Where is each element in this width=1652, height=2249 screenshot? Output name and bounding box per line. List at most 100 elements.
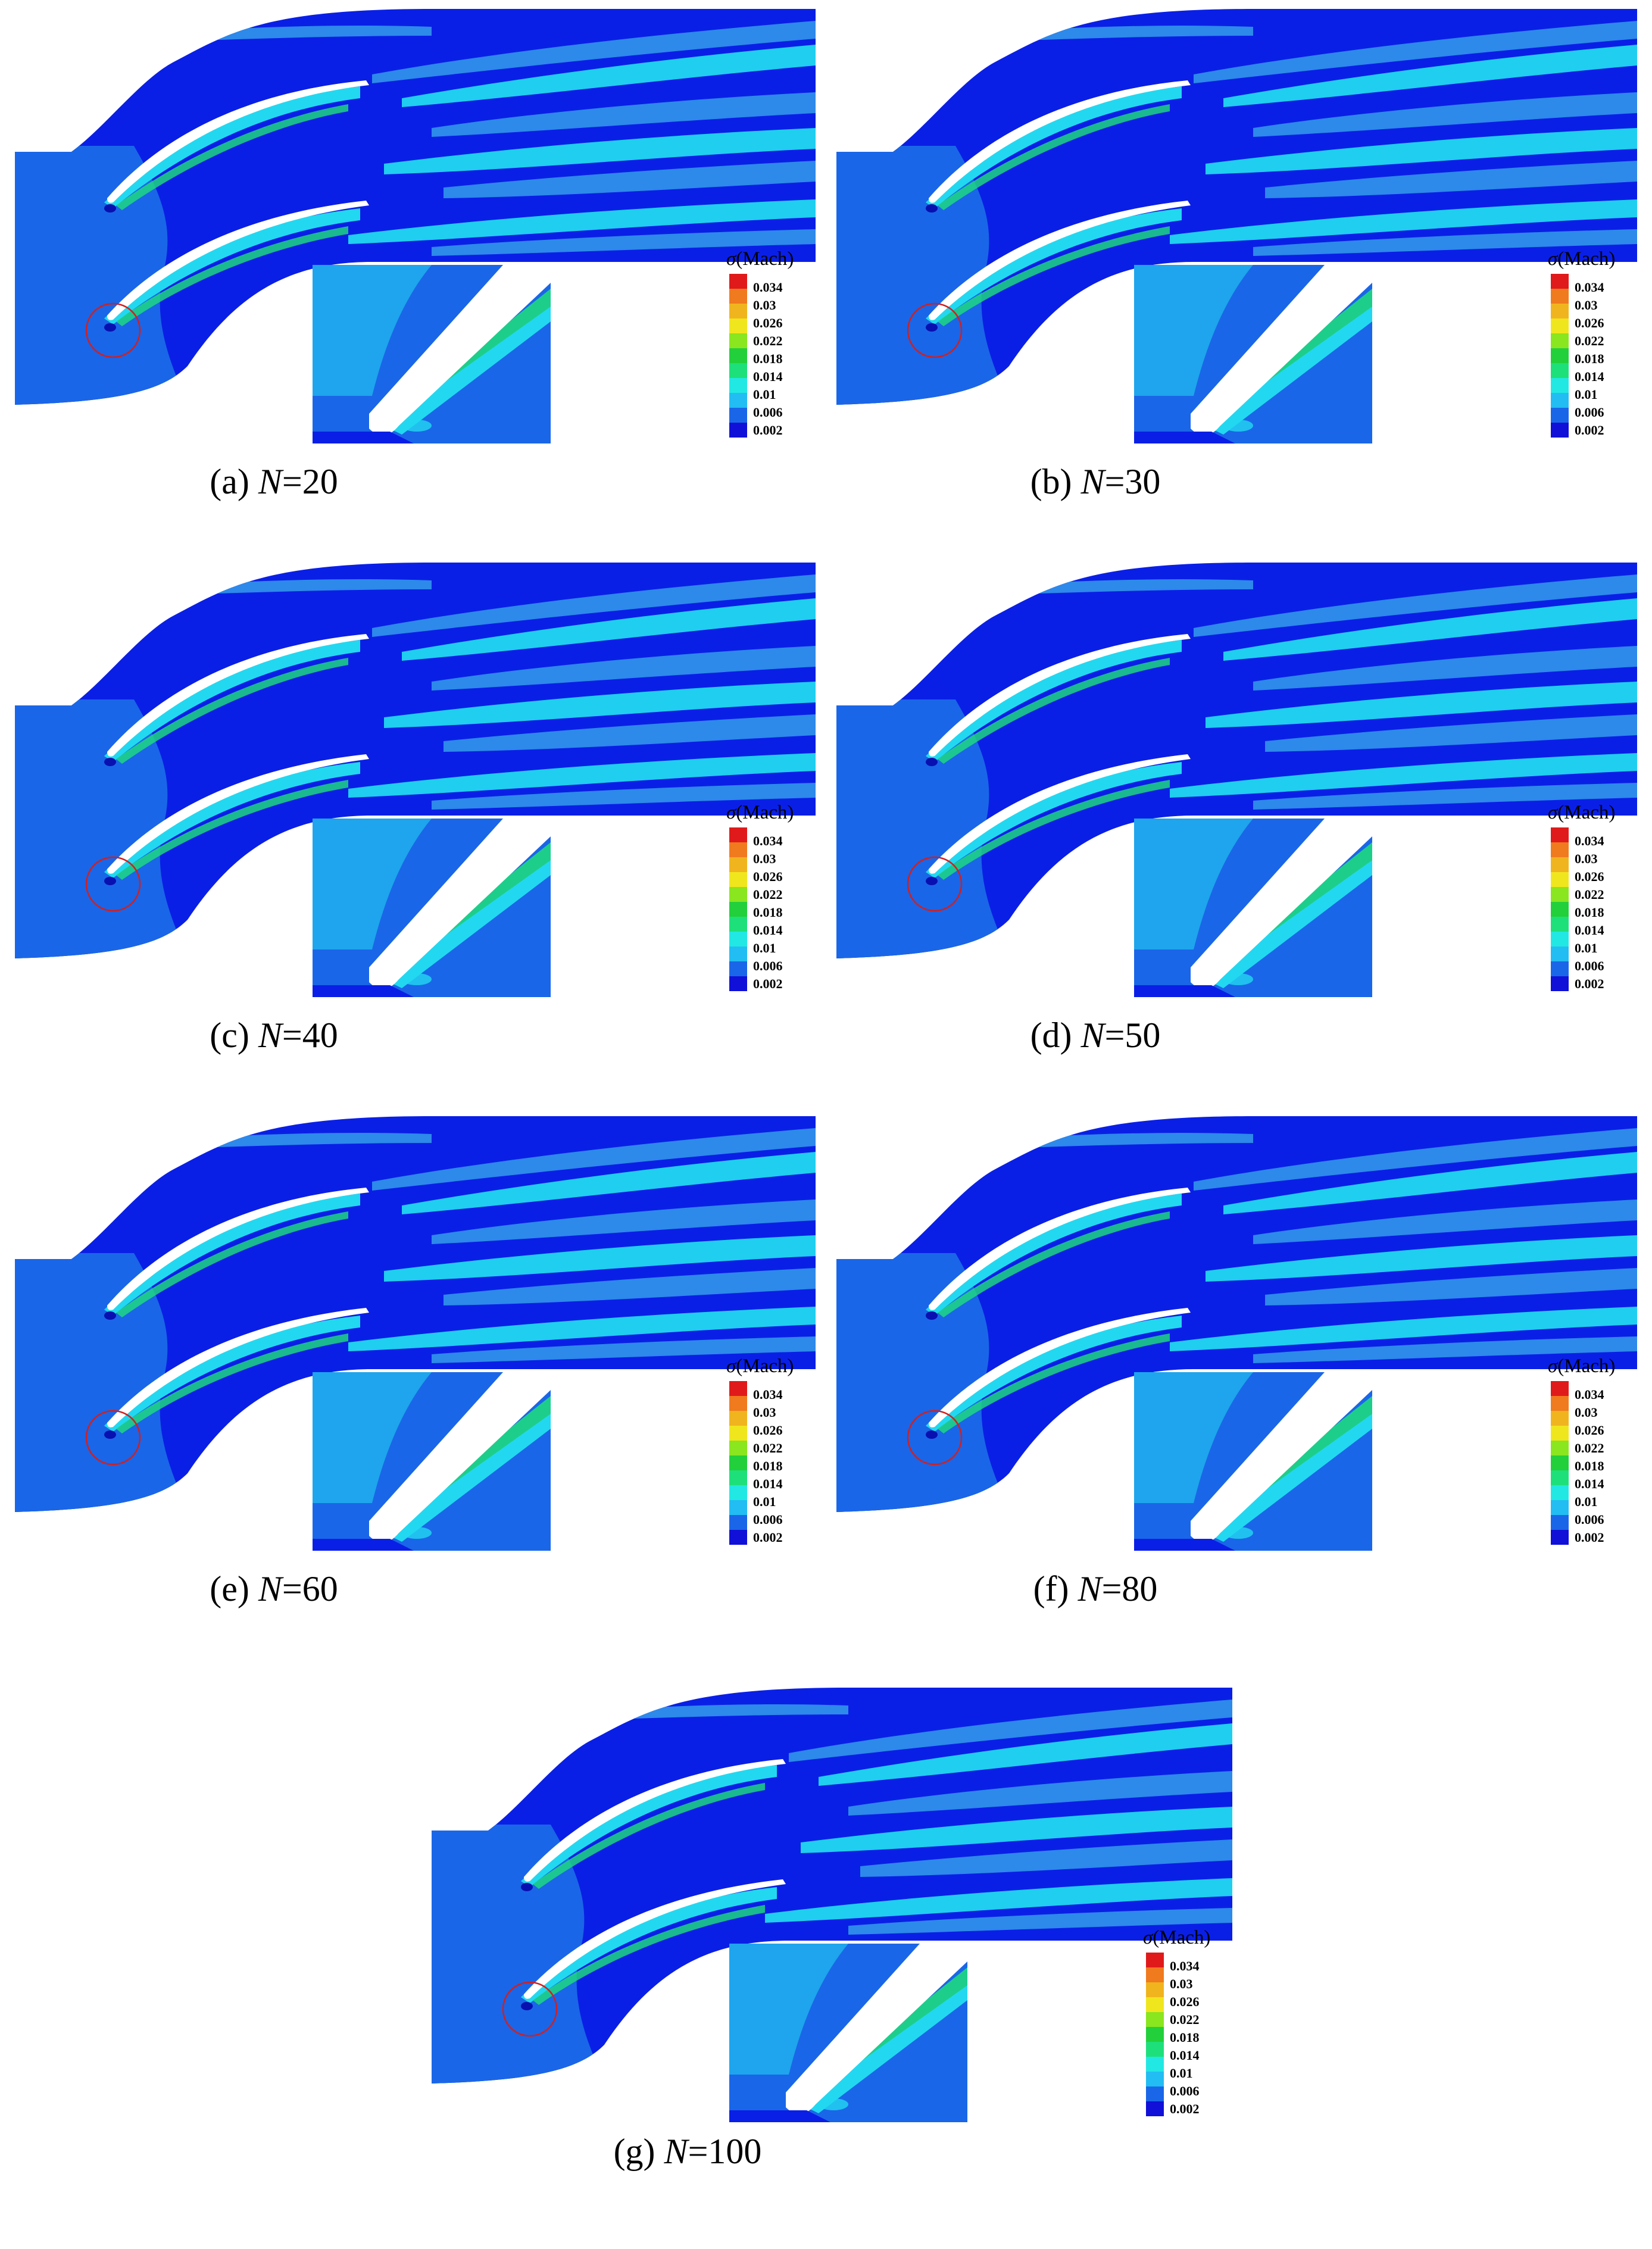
zoom-inset xyxy=(313,265,551,443)
legend-swatch xyxy=(1551,1515,1569,1530)
legend-swatch xyxy=(1551,304,1569,318)
legend-swatch xyxy=(729,1530,747,1545)
wake-streak xyxy=(1206,682,1637,728)
panel-caption-label: (a) xyxy=(210,462,249,501)
legend-tick-label: 0.01 xyxy=(1170,2066,1193,2081)
panel-caption: (a) N=20 xyxy=(65,461,482,502)
legend-tick-label: 0.006 xyxy=(1575,958,1604,973)
legend-swatch xyxy=(729,1441,747,1455)
legend-tick-label: 0.014 xyxy=(1575,1476,1604,1491)
leading-edge-spot xyxy=(926,1430,938,1439)
inset-vortex xyxy=(1223,973,1253,985)
contour-panel: σ(Mach) 0.034 0.03 0.026 0.022 0.018 0.014 0.01… xyxy=(15,9,816,467)
blade-boundary-layer xyxy=(521,1887,777,2003)
legend-swatch xyxy=(729,363,747,378)
wake-streak xyxy=(432,229,816,256)
legend-tick-label: 0.022 xyxy=(1575,333,1604,348)
legend-swatch xyxy=(1551,1470,1569,1485)
blade-boundary-layer xyxy=(926,762,1182,878)
legend-swatch xyxy=(729,289,747,304)
wake-streak xyxy=(402,598,816,661)
contour-plot: σ(Mach) 0.034 0.03 0.026 0.022 0.018 0.014 0.01… xyxy=(432,1688,1232,2122)
inlet-region xyxy=(432,1825,610,2084)
legend-tick-label: 0.022 xyxy=(1575,1441,1604,1455)
blade-boundary-layer xyxy=(533,1905,765,2005)
blade-boundary-layer xyxy=(926,1316,1182,1432)
legend-tick-label: 0.01 xyxy=(753,1494,776,1509)
panel-caption-label: (c) xyxy=(210,1016,249,1055)
legend-tick-label: 0.03 xyxy=(753,298,776,313)
contour-plot: σ(Mach) 0.034 0.03 0.026 0.022 0.018 0.014 0.01… xyxy=(836,9,1637,443)
blade-boundary-layer xyxy=(938,780,1170,880)
legend-tick-label: 0.026 xyxy=(1575,869,1604,884)
legend-tick-label: 0.03 xyxy=(1575,1405,1598,1420)
blade-boundary-layer xyxy=(926,1194,1182,1316)
legend-tick-label: 0.03 xyxy=(1575,851,1598,866)
color-legend: σ(Mach) 0.034 0.03 0.026 0.022 0.018 0.014 0.01… xyxy=(726,1355,794,1545)
inset-lower-region xyxy=(313,1539,414,1551)
legend-tick-label: 0.014 xyxy=(1170,2048,1200,2063)
legend-title-symbol: σ xyxy=(1548,248,1559,270)
wake-streak xyxy=(444,161,816,198)
wake-streak xyxy=(1206,128,1637,174)
inset-vortex xyxy=(819,2098,848,2110)
legend-swatch xyxy=(729,976,747,991)
blade-boundary-layer xyxy=(116,658,348,764)
legend-tick-label: 0.03 xyxy=(753,851,776,866)
legend-swatch xyxy=(1551,318,1569,333)
legend-title-symbol: σ xyxy=(726,802,737,823)
legend-tick-label: 0.018 xyxy=(1170,2030,1200,2045)
zoom-region-circle xyxy=(85,856,141,912)
legend-tick-label: 0.002 xyxy=(1170,2101,1200,2116)
wake-streak xyxy=(1253,1336,1637,1363)
legend-tick-label: 0.006 xyxy=(753,958,783,973)
wake-streak xyxy=(402,1152,816,1214)
panel-caption-variable: N xyxy=(258,462,282,501)
zoom-region-circle xyxy=(907,856,963,912)
legend-swatch xyxy=(1551,348,1569,363)
legend-swatch xyxy=(1146,2086,1164,2101)
color-legend: σ(Mach) 0.034 0.03 0.026 0.022 0.018 0.014 0.01… xyxy=(1548,802,1615,991)
inset-boundary-layer xyxy=(384,860,551,988)
panel-caption: (d) N=50 xyxy=(887,1015,1304,1056)
legend-tick-label: 0.022 xyxy=(1575,887,1604,902)
inset-lower-region xyxy=(729,2110,830,2122)
contour-plot: σ(Mach) 0.034 0.03 0.026 0.022 0.018 0.014 0.01… xyxy=(15,9,816,443)
legend-tick-label: 0.026 xyxy=(753,869,783,884)
legend-swatch xyxy=(1146,1967,1164,1982)
wake-streak xyxy=(1194,574,1637,637)
zoom-inset xyxy=(313,819,551,997)
inset-boundary-layer xyxy=(384,1414,551,1542)
legend-swatch xyxy=(729,842,747,857)
panel-caption-value: =40 xyxy=(282,1016,338,1055)
blade-boundary-layer xyxy=(938,226,1170,326)
legend-tick-label: 0.034 xyxy=(1170,1958,1200,1973)
wake-streak xyxy=(432,92,816,137)
panel-caption-value: =100 xyxy=(688,2132,762,2171)
zoom-region-circle xyxy=(85,1410,141,1466)
legend-tick-label: 0.018 xyxy=(753,1458,783,1473)
panel-caption-label: (g) xyxy=(613,2132,655,2171)
legend-tick-label: 0.03 xyxy=(1170,1976,1193,1991)
legend-title-unit: (Mach) xyxy=(736,802,794,823)
legend-title-symbol: σ xyxy=(1548,802,1559,823)
wake-streak xyxy=(348,199,816,244)
wake-streak xyxy=(432,1200,816,1244)
wake-streak xyxy=(372,574,816,637)
legend-swatch xyxy=(1551,393,1569,408)
wake-streak xyxy=(801,1807,1232,1853)
contour-plot: σ(Mach) 0.034 0.03 0.026 0.022 0.018 0.014 0.01… xyxy=(836,1116,1637,1551)
wake-streak xyxy=(1253,229,1637,256)
inset-stagnation-zone xyxy=(1134,1372,1253,1503)
legend-swatch xyxy=(729,304,747,318)
blade-boundary-layer xyxy=(116,226,348,326)
inlet-region xyxy=(836,146,1015,405)
wake-streak xyxy=(444,714,816,752)
legend-swatch xyxy=(1551,976,1569,991)
contour-plot: σ(Mach) 0.034 0.03 0.026 0.022 0.018 0.014 0.01… xyxy=(15,1116,816,1551)
wake-streak xyxy=(384,1235,816,1282)
inset-boundary-layer xyxy=(1206,1414,1372,1542)
wake-streak xyxy=(1265,1268,1637,1305)
contour-panel: σ(Mach) 0.034 0.03 0.026 0.022 0.018 0.014 0.01… xyxy=(15,1116,816,1575)
wake-streak xyxy=(848,1771,1232,1816)
